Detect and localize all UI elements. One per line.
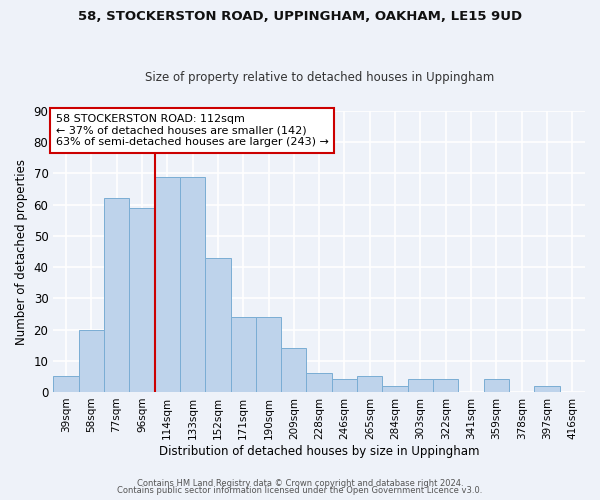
Y-axis label: Number of detached properties: Number of detached properties: [15, 158, 28, 344]
Bar: [256, 317, 281, 392]
Bar: [281, 348, 307, 392]
Text: 58 STOCKERSTON ROAD: 112sqm
← 37% of detached houses are smaller (142)
63% of se: 58 STOCKERSTON ROAD: 112sqm ← 37% of det…: [56, 114, 329, 147]
Bar: [205, 258, 230, 392]
Bar: [484, 380, 509, 392]
Bar: [357, 376, 382, 392]
Bar: [155, 176, 180, 392]
Bar: [307, 373, 332, 392]
Text: Contains HM Land Registry data © Crown copyright and database right 2024.: Contains HM Land Registry data © Crown c…: [137, 478, 463, 488]
Bar: [408, 380, 433, 392]
Text: 58, STOCKERSTON ROAD, UPPINGHAM, OAKHAM, LE15 9UD: 58, STOCKERSTON ROAD, UPPINGHAM, OAKHAM,…: [78, 10, 522, 23]
Bar: [79, 330, 104, 392]
Bar: [382, 386, 408, 392]
Bar: [104, 198, 129, 392]
Bar: [53, 376, 79, 392]
Bar: [129, 208, 155, 392]
Bar: [180, 176, 205, 392]
X-axis label: Distribution of detached houses by size in Uppingham: Distribution of detached houses by size …: [159, 444, 479, 458]
Bar: [332, 380, 357, 392]
Title: Size of property relative to detached houses in Uppingham: Size of property relative to detached ho…: [145, 70, 494, 84]
Bar: [535, 386, 560, 392]
Text: Contains public sector information licensed under the Open Government Licence v3: Contains public sector information licen…: [118, 486, 482, 495]
Bar: [230, 317, 256, 392]
Bar: [433, 380, 458, 392]
